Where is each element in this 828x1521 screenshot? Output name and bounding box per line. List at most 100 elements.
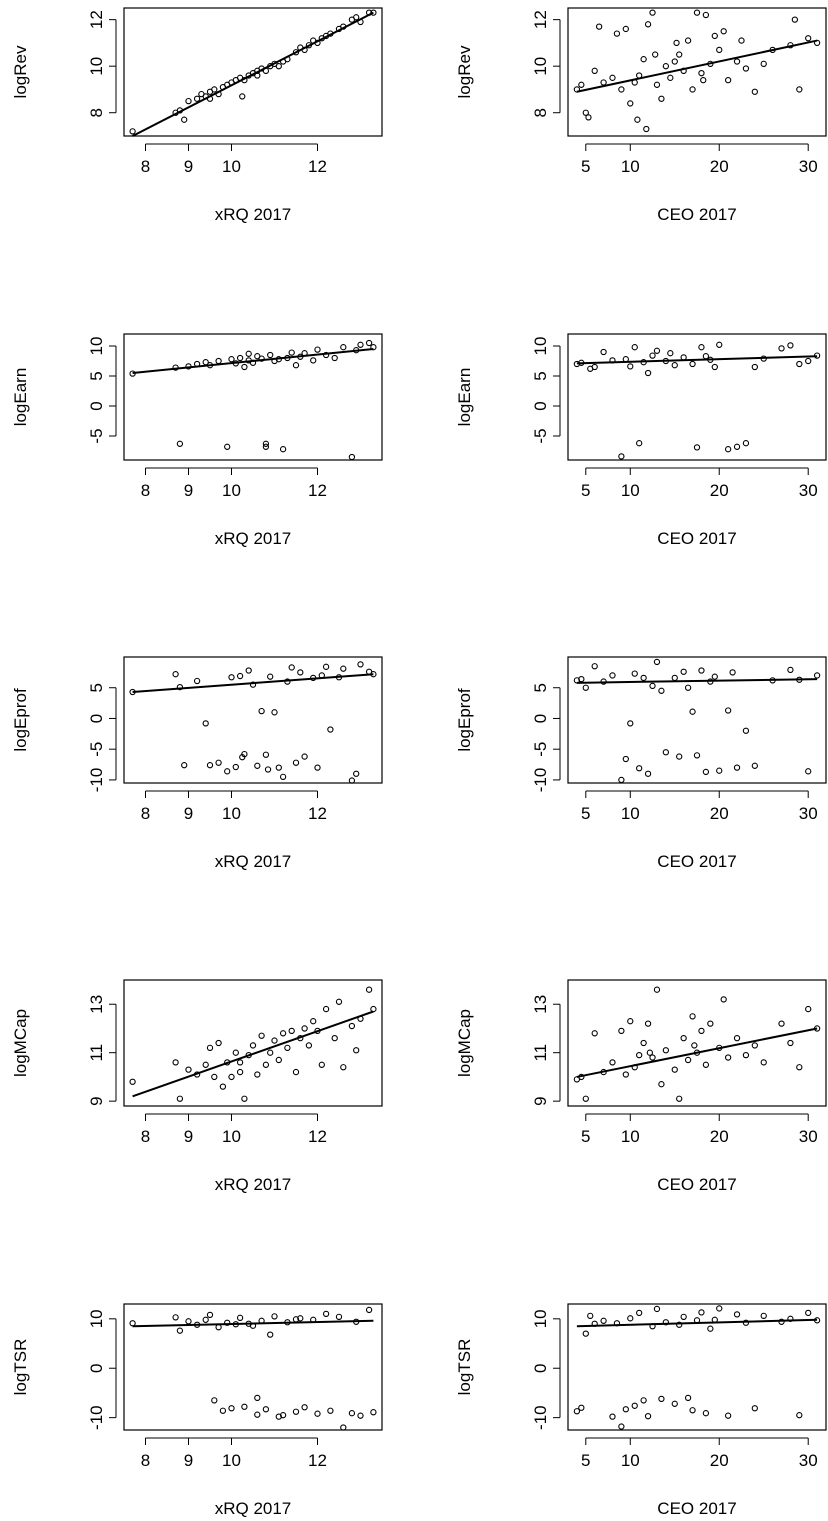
x-axis-label: xRQ 2017 [215,852,292,871]
x-tick-label: 10 [621,1451,640,1470]
data-point [671,1066,678,1073]
data-point [224,768,231,775]
data-point [600,1317,607,1324]
data-point [649,9,656,16]
data-point [340,665,347,672]
data-point [206,1311,214,1319]
data-point [693,444,701,451]
data-point [181,762,188,769]
y-axis-label: logRev [455,45,474,98]
trend-line [132,11,374,137]
data-point [640,1039,647,1047]
panel-4: 5 10 20 30 -5 0 5 10 CEO 2017 logEarn [455,333,827,548]
data-point [314,346,321,353]
data-point [676,1321,683,1328]
x-tick-label: 8 [141,481,150,500]
data-point [751,762,758,769]
data-point [631,670,638,677]
x-tick-label: 9 [184,1127,193,1146]
x-tick-label: 8 [141,157,150,176]
y-tick-label: 0 [87,401,106,410]
data-point [176,1327,184,1334]
data-point [778,345,785,352]
y-tick-label: 5 [531,371,550,380]
data-point [684,684,692,691]
data-point [693,9,701,16]
trend-line [576,1027,818,1078]
data-point [805,357,812,365]
data-point [236,672,244,680]
y-tick-label: -5 [531,742,550,757]
data-point [760,60,767,68]
y-tick-label: -10 [531,768,550,793]
data-point [644,1413,652,1420]
data-point [778,1020,785,1027]
x-tick-label: 8 [141,1127,150,1146]
data-point [365,1306,373,1314]
data-point [720,996,727,1003]
data-point [211,1073,218,1081]
data-point [640,56,647,63]
data-point [292,49,300,56]
data-point [310,1018,317,1025]
data-point [176,1095,184,1102]
x-axis-label: CEO 2017 [657,852,736,871]
trend-line [576,1318,818,1328]
data-point [631,1402,638,1409]
y-tick-label: 10 [531,1309,550,1328]
x-axis-label: xRQ 2017 [215,529,292,548]
data-point [658,95,665,102]
data-point [698,70,705,77]
x-tick-label: 8 [141,804,150,823]
data-point [796,1412,803,1419]
data-point [314,1410,321,1417]
data-point [711,32,718,40]
data-point [609,1059,616,1066]
data-point [689,1013,696,1020]
data-point [702,353,710,360]
data-point [215,759,222,766]
panel-5: 8 9 10 12 -10 -5 0 5 xRQ 2017 logEprof [11,656,383,871]
panel-8: 5 10 20 30 9 11 13 CEO 2017 logMCap [455,979,827,1194]
data-point [327,1407,334,1414]
data-point [658,1395,665,1403]
data-point [805,1005,812,1013]
data-point [662,1047,670,1054]
data-point [667,350,674,357]
trend-line [132,673,374,694]
y-tick-label: 9 [531,1096,550,1105]
y-tick-label: 0 [531,714,550,723]
data-point [711,673,718,680]
data-point [211,86,218,93]
data-point [702,1410,710,1417]
x-tick-label: 5 [581,804,590,823]
panel-3: 8 9 10 12 -5 0 5 10 xRQ 2017 logEarn [11,333,383,548]
data-point [322,1310,330,1318]
data-point [241,750,248,758]
data-point [254,1411,261,1418]
data-point [724,1054,732,1061]
data-point [241,1403,248,1410]
x-tick-label: 30 [799,481,818,500]
x-tick-label: 10 [621,481,640,500]
x-tick-label: 20 [710,1127,729,1146]
data-point [327,726,334,733]
data-point [693,752,701,759]
y-tick-label: -10 [87,1405,106,1430]
data-point [578,675,585,683]
data-point [707,1325,714,1332]
data-point [348,1022,356,1030]
data-point [716,1305,723,1312]
data-point [760,1059,767,1066]
data-point [733,443,741,450]
x-tick-label: 5 [581,481,590,500]
data-point [236,354,244,362]
x-tick-label: 12 [308,157,327,176]
data-point [751,88,758,95]
y-tick-label: 12 [87,10,106,29]
data-point [618,86,625,93]
data-point [245,667,252,674]
data-point [644,21,652,28]
data-point [365,339,373,347]
data-point [267,1331,274,1338]
